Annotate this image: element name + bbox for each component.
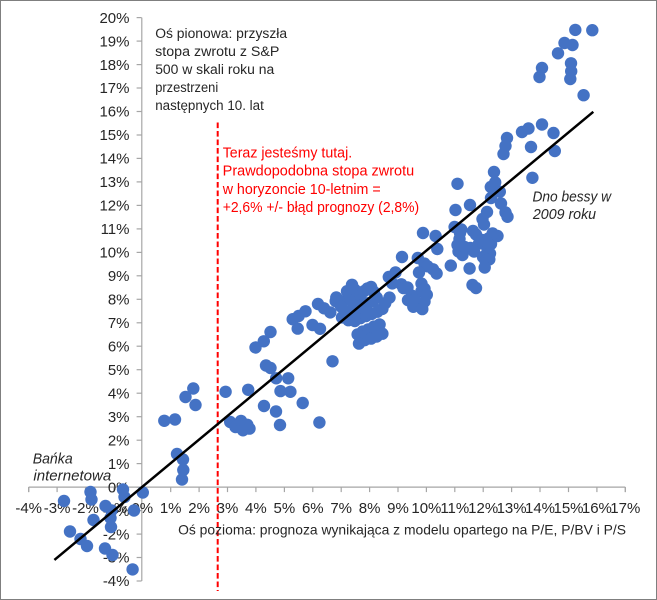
svg-text:4%: 4% — [108, 385, 130, 402]
svg-text:16%: 16% — [99, 104, 129, 121]
svg-text:+2,6% +/- błąd prognozy (2,8%): +2,6% +/- błąd prognozy (2,8%) — [223, 200, 420, 216]
svg-text:3%: 3% — [217, 500, 239, 517]
svg-text:2%: 2% — [188, 500, 210, 517]
svg-text:następnych 10. lat: następnych 10. lat — [155, 98, 264, 114]
svg-text:20%: 20% — [99, 10, 129, 27]
svg-text:17%: 17% — [610, 500, 640, 517]
svg-text:w horyzoncie 10-letnim =: w horyzoncie 10-letnim = — [222, 182, 381, 198]
svg-text:1%: 1% — [160, 500, 182, 517]
svg-text:Oś pionowa: przyszła: Oś pionowa: przyszła — [155, 26, 287, 42]
svg-text:Bańka: Bańka — [33, 451, 73, 468]
svg-text:3%: 3% — [108, 409, 130, 426]
svg-text:6%: 6% — [302, 500, 324, 517]
svg-text:-4%: -4% — [15, 500, 42, 517]
svg-text:8%: 8% — [359, 500, 381, 517]
svg-text:14%: 14% — [99, 151, 129, 168]
svg-text:7%: 7% — [330, 500, 352, 517]
svg-text:11%: 11% — [440, 500, 469, 517]
svg-text:5%: 5% — [274, 500, 296, 517]
svg-text:8%: 8% — [108, 292, 130, 309]
svg-text:500 w skali roku na: 500 w skali roku na — [155, 62, 274, 78]
svg-text:18%: 18% — [99, 57, 129, 74]
svg-text:15%: 15% — [99, 127, 129, 144]
svg-text:9%: 9% — [108, 268, 130, 285]
svg-text:9%: 9% — [387, 500, 409, 517]
svg-text:Oś pozioma: prognoza wynikając: Oś pozioma: prognoza wynikająca z modelu… — [178, 523, 626, 538]
svg-text:10%: 10% — [411, 500, 441, 517]
svg-text:13%: 13% — [497, 500, 527, 517]
svg-text:10%: 10% — [99, 245, 129, 262]
svg-text:6%: 6% — [108, 338, 130, 355]
svg-text:Teraz jesteśmy tutaj.: Teraz jesteśmy tutaj. — [223, 145, 353, 161]
svg-text:12%: 12% — [99, 198, 129, 215]
svg-text:17%: 17% — [99, 80, 129, 97]
svg-text:-4%: -4% — [103, 573, 130, 590]
svg-text:4%: 4% — [245, 500, 267, 517]
svg-text:16%: 16% — [582, 500, 612, 517]
svg-text:12%: 12% — [468, 500, 498, 517]
svg-text:2009 roku: 2009 roku — [532, 206, 597, 223]
svg-text:7%: 7% — [108, 315, 130, 332]
svg-text:15%: 15% — [553, 500, 583, 517]
svg-text:Dno bessy w: Dno bessy w — [533, 189, 613, 206]
svg-text:internetowa: internetowa — [33, 468, 111, 485]
svg-text:5%: 5% — [108, 362, 130, 379]
svg-text:Prawdopodobna stopa zwrotu: Prawdopodobna stopa zwrotu — [223, 164, 415, 180]
svg-text:13%: 13% — [99, 174, 129, 191]
svg-text:przestrzeni: przestrzeni — [155, 80, 218, 96]
svg-text:19%: 19% — [99, 33, 129, 50]
svg-text:2%: 2% — [108, 432, 130, 449]
svg-text:1%: 1% — [108, 456, 130, 473]
svg-text:stopa zwrotu z S&P: stopa zwrotu z S&P — [155, 44, 279, 60]
svg-text:11%: 11% — [101, 221, 130, 238]
svg-text:14%: 14% — [525, 500, 555, 517]
